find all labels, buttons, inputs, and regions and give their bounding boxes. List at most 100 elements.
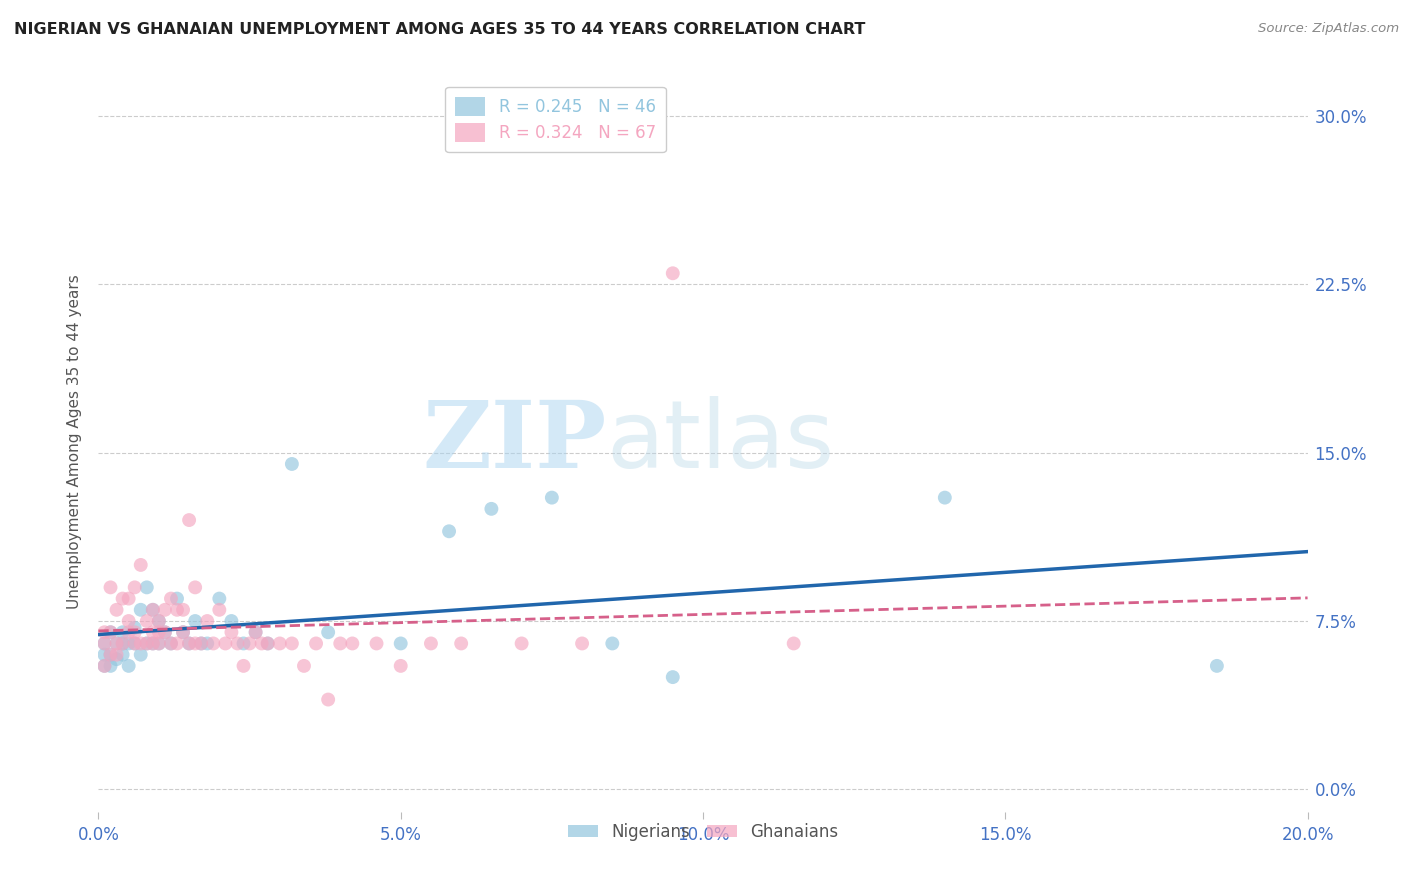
Point bbox=[316, 692, 339, 706]
Point bbox=[934, 491, 956, 505]
Point bbox=[142, 636, 165, 650]
Point bbox=[292, 659, 315, 673]
Point bbox=[93, 625, 115, 640]
Point bbox=[135, 636, 157, 650]
Point bbox=[100, 625, 122, 640]
Point bbox=[221, 625, 243, 640]
Point bbox=[153, 603, 176, 617]
Point bbox=[124, 621, 146, 635]
Point bbox=[269, 636, 291, 650]
Point bbox=[166, 603, 188, 617]
Point bbox=[226, 636, 249, 650]
Point bbox=[160, 636, 183, 650]
Point bbox=[105, 648, 128, 662]
Point bbox=[208, 591, 231, 606]
Point bbox=[105, 636, 128, 650]
Point bbox=[129, 558, 152, 572]
Point bbox=[111, 625, 134, 640]
Point bbox=[124, 636, 146, 650]
Point bbox=[100, 659, 122, 673]
Point bbox=[221, 614, 243, 628]
Point bbox=[118, 659, 141, 673]
Point bbox=[118, 614, 141, 628]
Point bbox=[190, 636, 212, 650]
Point bbox=[166, 636, 188, 650]
Point bbox=[105, 636, 128, 650]
Point bbox=[329, 636, 352, 650]
Point bbox=[481, 501, 503, 516]
Point bbox=[142, 603, 165, 617]
Point bbox=[135, 580, 157, 594]
Point bbox=[510, 636, 533, 650]
Point bbox=[142, 636, 165, 650]
Point bbox=[179, 636, 201, 650]
Point bbox=[214, 636, 236, 650]
Point bbox=[232, 659, 254, 673]
Point bbox=[783, 636, 806, 650]
Point bbox=[93, 636, 115, 650]
Text: NIGERIAN VS GHANAIAN UNEMPLOYMENT AMONG AGES 35 TO 44 YEARS CORRELATION CHART: NIGERIAN VS GHANAIAN UNEMPLOYMENT AMONG … bbox=[14, 22, 866, 37]
Point bbox=[142, 625, 165, 640]
Point bbox=[316, 625, 339, 640]
Point bbox=[160, 591, 183, 606]
Point bbox=[250, 636, 273, 650]
Point bbox=[93, 659, 115, 673]
Point bbox=[100, 648, 122, 662]
Point bbox=[160, 636, 183, 650]
Point bbox=[661, 266, 683, 280]
Point bbox=[100, 580, 122, 594]
Point bbox=[100, 648, 122, 662]
Point bbox=[148, 614, 170, 628]
Point bbox=[172, 603, 194, 617]
Point bbox=[571, 636, 593, 650]
Point bbox=[1206, 659, 1229, 673]
Point bbox=[195, 636, 218, 650]
Point bbox=[129, 636, 152, 650]
Point bbox=[420, 636, 443, 650]
Point bbox=[111, 636, 134, 650]
Y-axis label: Unemployment Among Ages 35 to 44 years: Unemployment Among Ages 35 to 44 years bbox=[67, 274, 83, 609]
Point bbox=[148, 614, 170, 628]
Point bbox=[118, 636, 141, 650]
Point bbox=[179, 513, 201, 527]
Point bbox=[105, 652, 128, 666]
Text: atlas: atlas bbox=[606, 395, 835, 488]
Point bbox=[195, 614, 218, 628]
Point bbox=[124, 580, 146, 594]
Point bbox=[166, 591, 188, 606]
Point bbox=[239, 636, 262, 650]
Point bbox=[184, 580, 207, 594]
Point bbox=[129, 603, 152, 617]
Point bbox=[437, 524, 460, 539]
Point bbox=[148, 625, 170, 640]
Point bbox=[148, 636, 170, 650]
Point bbox=[153, 625, 176, 640]
Point bbox=[93, 659, 115, 673]
Point bbox=[135, 636, 157, 650]
Text: ZIP: ZIP bbox=[422, 397, 606, 486]
Point bbox=[172, 625, 194, 640]
Legend: Nigerians, Ghanaians: Nigerians, Ghanaians bbox=[561, 816, 845, 847]
Point bbox=[118, 625, 141, 640]
Point bbox=[124, 636, 146, 650]
Point bbox=[105, 603, 128, 617]
Point bbox=[111, 591, 134, 606]
Point bbox=[281, 457, 304, 471]
Point bbox=[142, 603, 165, 617]
Point bbox=[389, 636, 412, 650]
Point bbox=[129, 648, 152, 662]
Point bbox=[118, 591, 141, 606]
Point bbox=[202, 636, 225, 650]
Point bbox=[148, 636, 170, 650]
Point bbox=[450, 636, 472, 650]
Point bbox=[540, 491, 562, 505]
Text: Source: ZipAtlas.com: Source: ZipAtlas.com bbox=[1258, 22, 1399, 36]
Point bbox=[135, 614, 157, 628]
Point bbox=[184, 614, 207, 628]
Point bbox=[245, 625, 267, 640]
Point bbox=[100, 625, 122, 640]
Point bbox=[366, 636, 388, 650]
Point bbox=[190, 636, 212, 650]
Point bbox=[93, 648, 115, 662]
Point bbox=[256, 636, 278, 650]
